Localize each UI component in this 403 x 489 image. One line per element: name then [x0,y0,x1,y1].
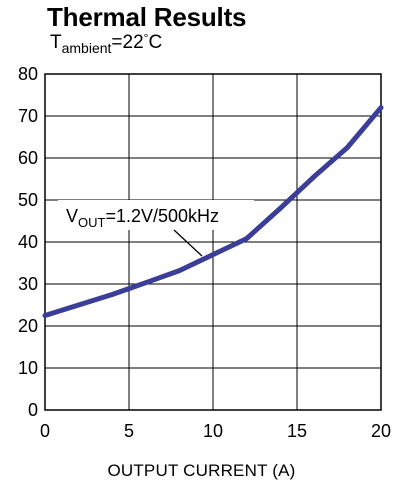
subtitle-symbol: T [50,32,62,53]
x-tick-label-10: 10 [203,421,223,441]
chart-subtitle: Tambient=22°C [50,31,162,56]
annotation-background [58,200,254,230]
series-points [42,105,384,318]
subtitle-subscript: ambient [61,40,112,56]
data-point-6 [244,236,250,242]
y-tick-label-30: 30 [18,274,38,294]
data-point-9 [345,145,350,150]
y-tick-label-50: 50 [18,190,38,210]
data-point-5 [210,252,216,257]
data-point-8 [311,174,317,180]
subtitle-unit: C [148,32,163,53]
data-point-7 [277,206,283,211]
x-tick-label-5: 5 [124,421,134,441]
data-point-4 [177,268,182,273]
annotation: VOUT=1.2V/500kHz [58,200,254,257]
data-point-2 [109,292,115,297]
y-tick-label-20: 20 [18,316,38,336]
x-axis-label: OUTPUT CURRENT (A) [107,461,296,480]
data-point-0 [42,313,48,318]
y-tick-label-40: 40 [18,232,38,252]
y-axis-ticks: 0 10 20 30 40 50 60 70 80 [18,64,38,420]
annotation-leader-line [173,229,203,257]
annotation-value: =1.2V/500kHz [105,206,219,226]
x-axis-ticks: 0 5 10 15 20 [40,421,391,441]
x-tick-label-20: 20 [371,421,391,441]
plot-frame [44,73,382,411]
annotation-symbol: V [66,206,78,226]
grid-lines [45,74,381,410]
x-tick-label-0: 0 [40,421,50,441]
subtitle-value: =22 [111,32,144,53]
annotation-subscript: OUT [78,215,106,230]
data-point-3 [143,280,149,286]
y-tick-label-0: 0 [28,400,38,420]
data-point-1 [76,302,81,308]
subtitle-degree: ° [143,31,149,45]
data-point-10 [378,105,384,110]
y-tick-label-80: 80 [18,64,38,84]
chart-title: Thermal Results [47,2,247,32]
annotation-label: VOUT=1.2V/500kHz [66,206,219,230]
y-tick-label-60: 60 [18,148,38,168]
x-tick-label-15: 15 [287,421,307,441]
y-tick-label-10: 10 [18,358,38,378]
y-tick-label-70: 70 [18,106,38,126]
